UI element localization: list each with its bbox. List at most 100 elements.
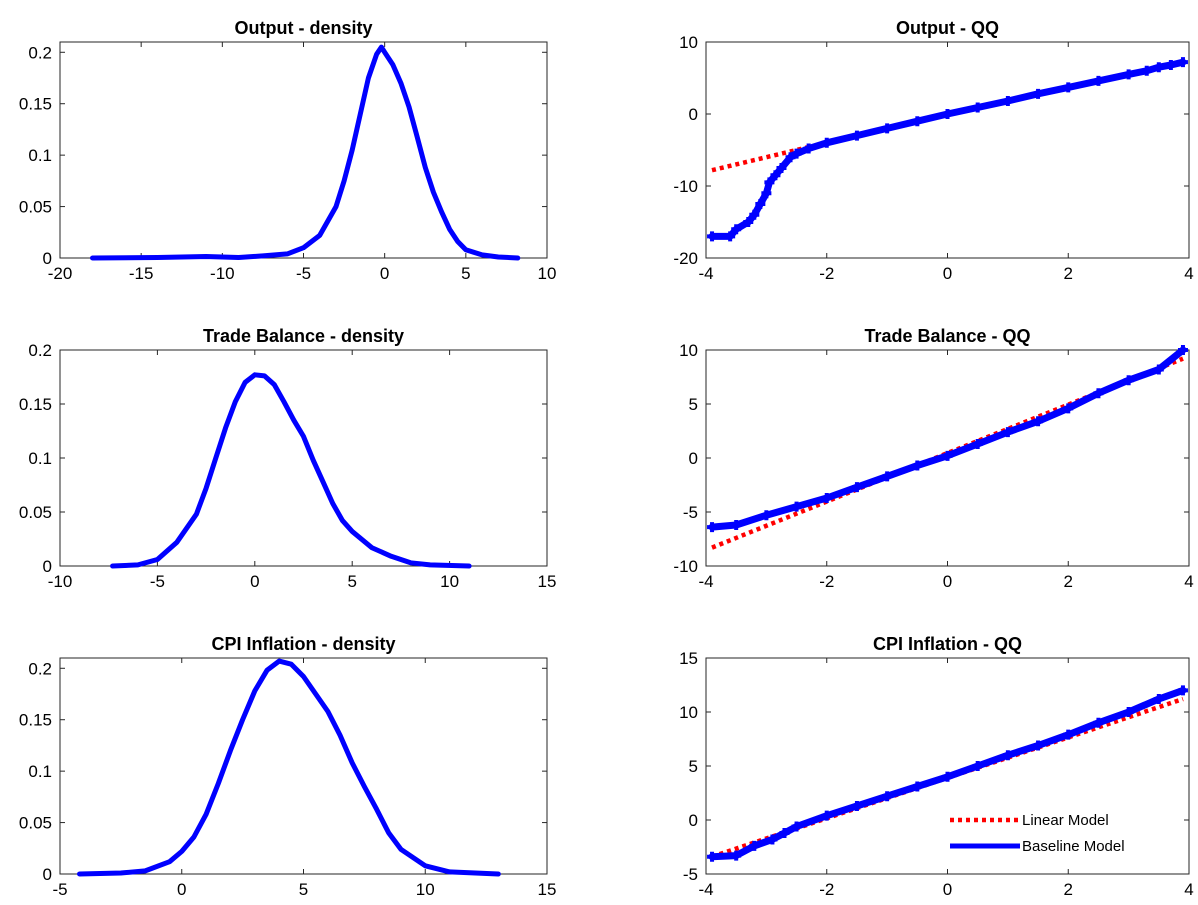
qq-point-marker	[821, 492, 832, 503]
panel-title: Trade Balance - QQ	[864, 326, 1030, 346]
y-tick-label: 0	[43, 249, 52, 268]
x-tick-label: 2	[1064, 264, 1073, 283]
y-tick-label: 10	[679, 703, 698, 722]
y-tick-label: 0.2	[28, 659, 52, 678]
qq-point-marker	[821, 810, 832, 821]
x-tick-label: -5	[150, 572, 165, 591]
series-line	[708, 58, 1187, 240]
x-tick-label: 5	[347, 572, 356, 591]
y-tick-label: -5	[683, 503, 698, 522]
qq-point-marker	[1033, 416, 1044, 427]
y-tick-label: 5	[689, 757, 698, 776]
legend-label: Linear Model	[1022, 812, 1109, 829]
qq-point-marker	[1002, 96, 1013, 107]
y-tick-label: 15	[679, 649, 698, 668]
x-tick-label: 5	[299, 880, 308, 899]
y-tick-label: 0.2	[28, 341, 52, 360]
qq-point-marker	[882, 791, 893, 802]
panel-4: Trade Balance - QQ -4 -2 0 2 4 -10 -5 0 5 10	[673, 326, 1193, 591]
x-tick-label: 0	[943, 572, 952, 591]
y-tick-label: 5	[689, 395, 698, 414]
y-tick-label: 0.15	[19, 711, 52, 730]
panel-3: Trade Balance - density -10 -5 0 5 10 15 0 0.05 0…	[19, 326, 557, 591]
y-tick-label: -20	[673, 249, 698, 268]
qq-point-marker	[1093, 75, 1104, 86]
qq-point-marker	[1123, 707, 1134, 717]
y-tick-label: -10	[673, 177, 698, 196]
x-tick-label: -4	[698, 572, 713, 591]
qq-point-marker	[1093, 388, 1104, 399]
qq-point-marker	[821, 137, 832, 148]
legend: Linear Model Baseline Model	[942, 806, 1178, 862]
qq-point-marker	[707, 231, 718, 242]
qq-point-marker	[1123, 375, 1134, 386]
x-tick-label: 4	[1184, 572, 1193, 591]
x-tick-label: -20	[48, 264, 73, 283]
qq-point-marker	[912, 460, 923, 471]
reference-line	[711, 144, 810, 173]
y-tick-label: -10	[673, 557, 698, 576]
x-tick-label: 0	[943, 880, 952, 899]
qq-point-marker	[785, 152, 796, 163]
qq-point-marker	[1123, 69, 1134, 80]
qq-point-marker	[764, 177, 775, 188]
y-tick-label: 0.05	[19, 198, 52, 217]
qq-point-marker	[942, 109, 953, 119]
panel-6: CPI Inflation - QQ -4 -2 0 2 4 -5 0 5 10 15 Linear …	[679, 634, 1194, 899]
x-tick-label: -4	[698, 264, 713, 283]
qq-point-marker	[707, 522, 718, 533]
qq-point-marker	[1165, 60, 1176, 71]
qq-point-marker	[791, 148, 802, 159]
x-tick-label: 4	[1184, 264, 1193, 283]
x-tick-label: -2	[819, 880, 834, 899]
qq-point-marker	[1141, 65, 1152, 76]
x-tick-label: 0	[250, 572, 259, 591]
x-tick-label: 2	[1064, 880, 1073, 899]
x-tick-label: -2	[819, 572, 834, 591]
y-tick-label: 0.15	[19, 95, 52, 114]
x-tick-label: 10	[538, 264, 557, 283]
y-tick-label: 0.05	[19, 814, 52, 833]
qq-point-marker	[882, 471, 893, 482]
qq-point-marker	[1153, 62, 1164, 73]
qq-point-marker	[731, 519, 742, 530]
y-tick-label: 0	[689, 105, 698, 124]
x-tick-label: -2	[819, 264, 834, 283]
x-tick-label: 0	[177, 880, 186, 899]
qq-point-marker	[791, 501, 802, 512]
y-tick-label: 0	[689, 811, 698, 830]
x-tick-label: 10	[416, 880, 435, 899]
qq-point-marker	[749, 840, 760, 851]
y-tick-label: 0.1	[28, 762, 52, 781]
qq-point-marker	[1033, 88, 1044, 99]
qq-point-marker	[1093, 717, 1104, 728]
x-tick-label: -5	[52, 880, 67, 899]
qq-point-marker	[1063, 403, 1074, 414]
qq-point-marker	[731, 224, 742, 235]
panel-title: Output - density	[235, 18, 373, 38]
axes-box	[59, 41, 548, 259]
qq-point-marker	[761, 188, 772, 199]
qq-point-marker	[912, 116, 923, 127]
qq-point-marker	[1002, 427, 1013, 438]
y-tick-label: 10	[679, 33, 698, 52]
panel-title: CPI Inflation - QQ	[873, 634, 1022, 654]
x-tick-label: -15	[129, 264, 154, 283]
qq-point-marker	[749, 209, 760, 220]
qq-point-marker	[761, 510, 772, 521]
y-tick-label: 0	[43, 865, 52, 884]
x-tick-label: 0	[380, 264, 389, 283]
y-tick-label: 0	[43, 557, 52, 576]
series-line	[77, 658, 501, 877]
panel-title: Output - QQ	[896, 18, 999, 38]
y-tick-label: 0.1	[28, 146, 52, 165]
x-tick-label: 2	[1064, 572, 1073, 591]
y-tick-label: -5	[683, 865, 698, 884]
qq-point-marker	[1177, 685, 1188, 696]
qq-point-marker	[1153, 694, 1164, 705]
qq-point-marker	[1153, 364, 1164, 375]
qq-point-marker	[972, 102, 983, 113]
qq-point-marker	[767, 834, 778, 845]
